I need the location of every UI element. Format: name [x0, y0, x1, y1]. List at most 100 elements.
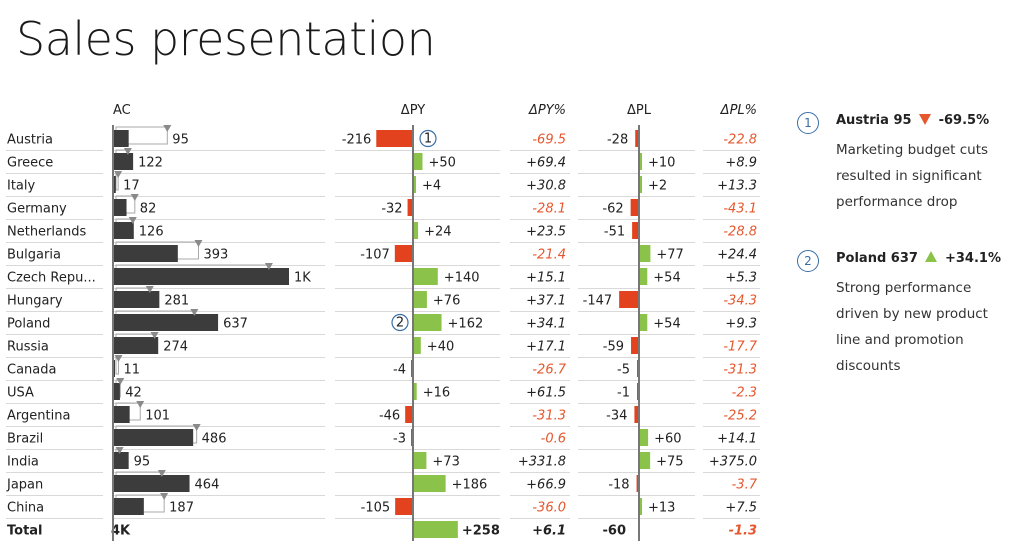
dpl-bar: [631, 337, 639, 354]
pl-marker: [130, 194, 139, 201]
dpy-value: +4: [422, 179, 441, 194]
dpl-value: -18: [608, 478, 629, 493]
dpy-pct-value: -26.7: [532, 363, 566, 378]
dpy-bar: [414, 337, 421, 354]
dpy-pct-value: -31.3: [532, 409, 566, 424]
pl-marker: [136, 401, 145, 408]
dpy-pct-value: +61.5: [526, 386, 566, 401]
dpl-value: -51: [604, 225, 625, 240]
page-title: Sales presentation: [16, 12, 436, 66]
dpy-value: -32: [381, 202, 402, 217]
header-dpy: ΔPY: [401, 103, 425, 118]
dpy-value: +16: [423, 386, 450, 401]
annotation-badge-2: 2: [797, 250, 819, 272]
ac-bar: [113, 406, 130, 423]
dpl-value: +75: [656, 455, 683, 470]
dpy-bar: [414, 314, 442, 331]
dpl-bar: [640, 176, 642, 193]
dpl-value: +54: [653, 271, 680, 286]
annotation-2-country: Poland: [836, 251, 887, 266]
dpy-value: +162: [448, 317, 484, 332]
annotation-badge-1: 1: [797, 112, 819, 134]
dpl-pct-value: +13.3: [717, 179, 757, 194]
dpy-pct-value: +15.1: [526, 271, 566, 286]
pl-marker: [160, 493, 169, 500]
dpy-pct-value: +69.4: [526, 156, 566, 171]
dpy-bar: [414, 383, 417, 400]
annotation-1-heading: Austria 95 -69.5%: [836, 113, 989, 128]
dpl-bar: [630, 199, 639, 216]
dpy-bar: [414, 452, 427, 469]
country-label: Hungary: [7, 294, 63, 309]
pl-marker: [192, 424, 201, 431]
country-label: Brazil: [7, 432, 43, 447]
ac-value: 42: [125, 386, 142, 401]
dpl-bar: [640, 429, 649, 446]
ac-value: 187: [169, 501, 194, 516]
dpl-pct-value: -43.1: [723, 202, 757, 217]
dpy-pct-value: +37.1: [526, 294, 566, 309]
dpl-value: -1: [617, 386, 630, 401]
dpl-bar: [640, 245, 651, 262]
ac-bar: [113, 176, 116, 193]
dpl-bar: [640, 452, 651, 469]
dpl-pct-value: +14.1: [717, 432, 757, 447]
ac-bar: [113, 291, 160, 308]
ac-bar: [113, 268, 289, 285]
dpy-value: +73: [432, 455, 459, 470]
ac-value: 464: [195, 478, 220, 493]
pl-marker: [264, 263, 273, 270]
ac-bar: [113, 337, 159, 354]
annotation-1-text: Marketing budget cuts resulted in signif…: [836, 142, 989, 210]
country-label: Germany: [7, 202, 67, 217]
header-ac: AC: [113, 103, 131, 118]
ac-value: 101: [145, 409, 170, 424]
pl-marker: [114, 171, 123, 178]
dpl-bar: [640, 268, 648, 285]
ac-bar: [113, 475, 190, 492]
dpl-pct-value: -22.8: [723, 133, 757, 148]
dpl-pct-value: +9.3: [725, 317, 757, 332]
pl-marker: [150, 332, 159, 339]
ac-bar: [113, 199, 127, 216]
country-label: Russia: [7, 340, 49, 355]
country-label: USA: [7, 386, 34, 401]
dpl-value: -62: [602, 202, 623, 217]
dpl-pct-value: +8.9: [725, 156, 757, 171]
dpy-value: +76: [433, 294, 460, 309]
ac-value: 122: [138, 156, 163, 171]
dpl-value: -147: [583, 294, 613, 309]
dpl-value: -28: [607, 133, 628, 148]
dpy-pct-value: +34.1: [526, 317, 566, 332]
pl-marker: [114, 355, 123, 362]
ac-value: 17: [123, 179, 140, 194]
dpl-pct-value: -34.3: [723, 294, 757, 309]
dpl-pct-value: -17.7: [723, 340, 757, 355]
dpl-value: -34: [606, 409, 627, 424]
ac-bar: [113, 498, 144, 515]
annotation-2-heading: Poland 637 +34.1%: [836, 251, 1001, 266]
dpl-bar: [619, 291, 639, 308]
dpy-value: -46: [379, 409, 400, 424]
dpl-pct-value: -25.2: [723, 409, 757, 424]
dpy-bar: [405, 406, 413, 423]
dpl-pct-value: +7.5: [725, 501, 757, 516]
annotation-2-text: Strong performance driven by new product…: [836, 280, 988, 374]
dpy-value: +186: [452, 478, 488, 493]
header-dpl-pct: ΔPL%: [720, 103, 757, 118]
pl-marker: [157, 470, 166, 477]
ac-value: 486: [202, 432, 227, 447]
ac-bar: [113, 222, 134, 239]
dpy-pct-value: -0.6: [541, 432, 566, 447]
ac-value: 637: [223, 317, 248, 332]
ac-value: 95: [172, 133, 189, 148]
country-label: Poland: [7, 317, 50, 332]
dpy-pct-value: -21.4: [532, 248, 566, 263]
ac-value: 274: [163, 340, 188, 355]
country-label: Netherlands: [7, 225, 86, 240]
annotation-1-pct: -69.5%: [938, 113, 990, 128]
annotation-1-country: Austria: [836, 113, 889, 128]
dpy-pct-value: -69.5: [532, 133, 566, 148]
dpy-bar: [394, 245, 413, 262]
dpl-bar: [640, 498, 642, 515]
